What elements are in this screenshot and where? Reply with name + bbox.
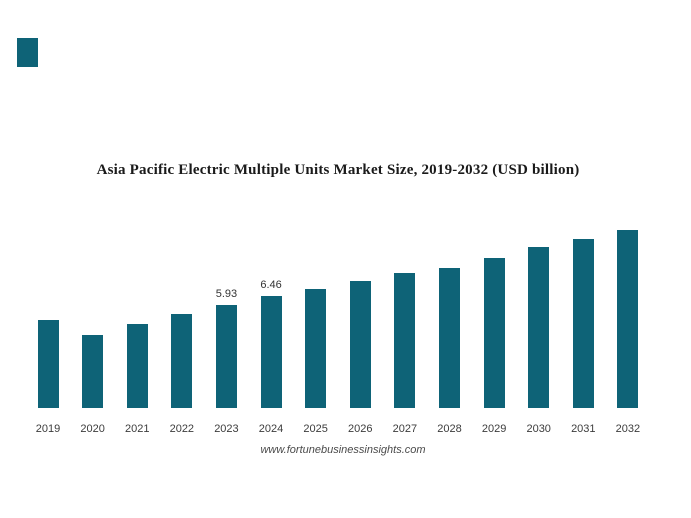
bar-column-2028: 2028 — [427, 196, 471, 436]
x-axis-label-2030: 2030 — [526, 423, 551, 435]
bar-2019 — [37, 320, 59, 408]
bar-value-label: 5.93 — [215, 288, 238, 300]
bar-2030 — [528, 247, 550, 408]
bar-column-2023: 5.93 2023 — [204, 196, 248, 436]
x-axis-label-2027: 2027 — [392, 423, 418, 435]
chart-title: Asia Pacific Electric Multiple Units Mar… — [96, 162, 580, 178]
x-axis-label-2019: 2019 — [35, 423, 61, 435]
bar-chart: 2019 2020 2021 2022 5.93 2023 6.46 2024 2025 2026… — [26, 196, 650, 436]
bar-2028 — [438, 268, 460, 408]
x-axis-label-2029: 2029 — [481, 423, 507, 435]
bar-column-2025: 2025 — [294, 196, 338, 436]
x-axis-label-2023: 2023 — [214, 423, 239, 435]
bar-2021 — [126, 324, 148, 408]
x-axis-label-2032: 2032 — [615, 423, 641, 435]
brand-mark-square — [17, 38, 38, 67]
bar-column-2027: 2027 — [383, 196, 427, 436]
bar-2029 — [483, 258, 505, 408]
bar-column-2032: 2032 — [606, 196, 650, 436]
bar-2032 — [617, 230, 639, 408]
bar-2027 — [394, 273, 416, 408]
bar-column-2029: 2029 — [472, 196, 516, 436]
bar-2023 — [215, 305, 237, 408]
x-axis-label-2024: 2024 — [258, 423, 284, 435]
x-axis-label-2031: 2031 — [571, 423, 596, 435]
source-url: www.fortunebusinessinsights.com — [260, 444, 426, 456]
bar-2020 — [82, 335, 104, 408]
x-axis-label-2025: 2025 — [303, 423, 328, 435]
x-axis-label-2026: 2026 — [348, 423, 373, 435]
bar-value-label: 6.46 — [260, 279, 282, 291]
x-axis-label-2021: 2021 — [124, 423, 150, 435]
x-axis-label-2022: 2022 — [169, 423, 195, 435]
x-axis-label-2028: 2028 — [437, 423, 462, 435]
bar-column-2026: 2026 — [338, 196, 382, 436]
bar-2022 — [171, 314, 193, 408]
bar-2025 — [305, 289, 327, 408]
bar-2026 — [349, 281, 371, 408]
bar-2031 — [572, 239, 594, 408]
bar-column-2030: 2030 — [517, 196, 561, 436]
bar-2024 — [260, 296, 282, 408]
bar-column-2020: 2020 — [71, 196, 115, 436]
bar-column-2021: 2021 — [115, 196, 159, 436]
bar-column-2019: 2019 — [26, 196, 70, 436]
bar-column-2024: 6.46 2024 — [249, 196, 293, 436]
x-axis-label-2020: 2020 — [80, 423, 105, 435]
bar-column-2031: 2031 — [561, 196, 605, 436]
bar-column-2022: 2022 — [160, 196, 204, 436]
